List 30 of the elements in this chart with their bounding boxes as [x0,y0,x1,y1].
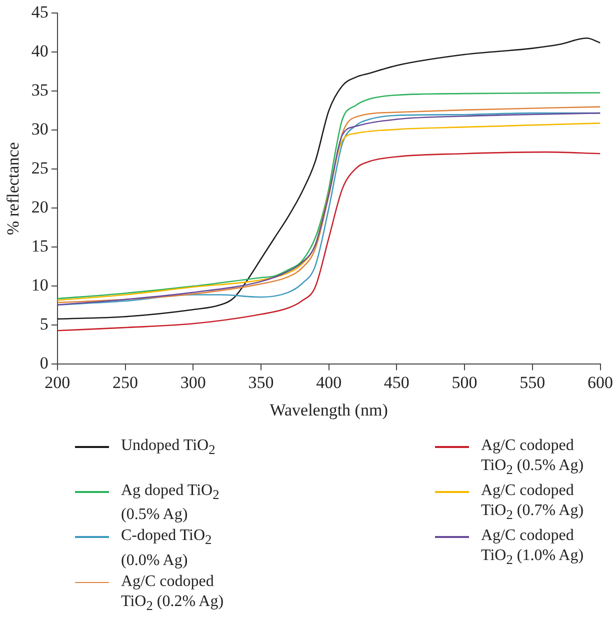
legend-label: Ag/C codoped TiO$_{2}$ (0.5% Ag) [481,436,585,480]
y-tick-label: 40 [31,42,48,61]
y-tick-label: 35 [31,80,48,100]
y-tick-label: 15 [31,236,48,256]
legend-label: Undoped TiO$_{2}$ [121,436,216,460]
x-tick-label: 400 [316,372,342,392]
y-tick-label: 20 [31,198,48,217]
x-tick-label: 550 [520,372,546,392]
y-tick-label: 25 [31,158,48,178]
x-tick-label: 600 [588,372,613,392]
x-axis-title: Wavelength (nm) [270,400,388,420]
x-tick-label: 200 [44,372,70,392]
text: Ag doped TiO$_{2}$ (0.5% Ag) [121,482,220,524]
y-tick-label: 10 [31,276,48,295]
legend-label: Ag/C codoped TiO$_{2}$ (1.0% Ag) [481,526,585,570]
text: C-doped TiO$_{2}$ (0.0% Ag) [121,527,212,569]
y-tick-label: 45 [31,2,48,22]
y-tick-label: 30 [31,120,48,139]
x-tick-label: 350 [248,372,274,392]
x-tick-label: 300 [180,372,206,392]
x-tick-label: 250 [112,372,138,392]
x-tick-label: 500 [452,372,478,392]
y-tick-label: 5 [40,314,48,334]
y-axis-title: % reflectance [4,142,23,236]
y-tick-label: 0 [40,354,48,373]
legend-label: Ag/C codoped TiO$_{2}$ (0.2% Ag) [121,572,225,615]
line-series [57,38,600,320]
x-tick-label: 450 [384,372,410,392]
legend-label: Ag/C codoped TiO$_{2}$ (0.7% Ag) [481,481,585,524]
line-series [57,151,600,332]
